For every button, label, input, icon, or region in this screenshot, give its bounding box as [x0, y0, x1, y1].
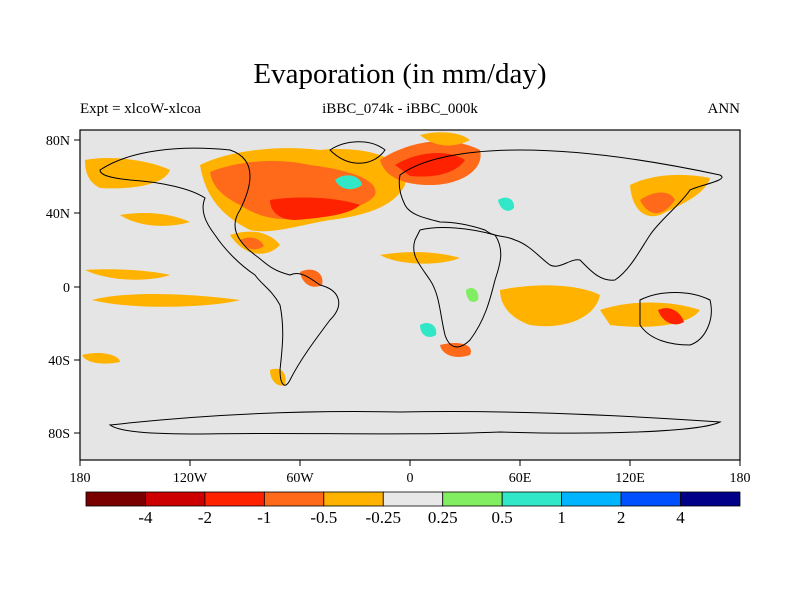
colorbar-swatch	[323, 491, 384, 507]
colorbar-label: 4	[676, 508, 685, 527]
colorbar-swatch	[382, 491, 444, 507]
y-tick-label: 80S	[48, 427, 70, 442]
x-tick-label: 180	[70, 471, 91, 486]
colorbar-label: -4	[138, 508, 153, 527]
x-tick-label: 180	[730, 471, 751, 486]
y-tick-label: 0	[63, 281, 70, 296]
x-tick-label: 60W	[286, 471, 314, 486]
colorbar-label: -2	[197, 508, 212, 527]
season-label: ANN	[707, 101, 741, 117]
colorbar-label: 1	[557, 508, 566, 527]
x-tick-label: 0	[407, 471, 414, 486]
colorbar-swatch	[263, 491, 325, 507]
colorbar-label: -0.5	[310, 508, 338, 527]
colorbar-label: 2	[616, 508, 626, 527]
colorbar-label: 0.25	[427, 508, 458, 527]
comparison-label: iBBC_074k - iBBC_000k	[322, 101, 478, 117]
colorbar	[85, 491, 741, 507]
colorbar-swatch	[85, 491, 146, 507]
map-title: Evaporation (in mm/day)	[253, 58, 547, 90]
colorbar-swatch	[501, 491, 563, 507]
colorbar-label: -1	[257, 508, 272, 527]
colorbar-swatch	[620, 491, 681, 507]
colorbar-swatch	[442, 491, 503, 507]
axis-ticks	[74, 139, 741, 466]
y-tick-label: 80N	[46, 134, 70, 149]
coastlines	[99, 141, 723, 435]
y-tick-label: 40N	[46, 207, 70, 222]
x-tick-label: 120W	[173, 471, 208, 486]
experiment-label: Expt = xlcoW-xlcoa	[80, 101, 201, 117]
x-tick-label: 120E	[615, 471, 645, 486]
colorbar-swatch	[204, 491, 265, 507]
colorbar-label: 0.5	[491, 508, 513, 527]
colorbar-swatch	[145, 491, 206, 507]
colorbar-label: -0.25	[365, 508, 401, 527]
x-tick-label: 60E	[509, 471, 532, 486]
colorbar-swatch	[680, 491, 741, 507]
anomaly-contours	[82, 132, 710, 386]
colorbar-swatch	[561, 491, 622, 507]
y-tick-label: 40S	[48, 354, 70, 369]
